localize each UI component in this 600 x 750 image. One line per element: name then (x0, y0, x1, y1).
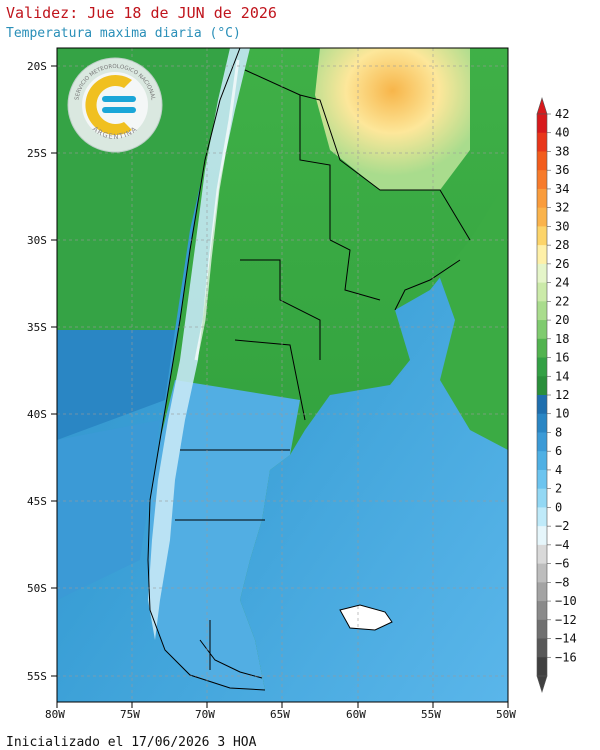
lat-label-50s: 50S (27, 582, 47, 595)
colorbar-swatch (537, 114, 547, 134)
lon-label-60w: 60W (346, 708, 366, 721)
colorbar-swatch (537, 395, 547, 415)
lat-label-25s: 25S (27, 147, 47, 160)
lat-label-20s: 20S (27, 60, 47, 73)
colorbar-swatch (537, 601, 547, 621)
malvinas-islands (339, 604, 393, 631)
colorbar-label: 28 (555, 238, 569, 252)
map-title: Validez: Jue 18 de JUN de 2026 (6, 4, 277, 22)
colorbar-label: 24 (555, 276, 569, 290)
colorbar-swatch (537, 170, 547, 190)
patagonia-cold-zone (148, 380, 300, 690)
colorbar-swatch (537, 151, 547, 171)
lat-label-35s: 35S (27, 321, 47, 334)
colorbar-swatch (537, 526, 547, 546)
colorbar-label: 38 (555, 144, 569, 158)
colorbar-swatch (537, 544, 547, 565)
colorbar-swatch (537, 320, 547, 340)
temperature-map: 20S 25S 30S 35S 40S 45S 50S 55S 80W 75W … (27, 47, 577, 721)
colorbar-label: −8 (555, 575, 569, 589)
colorbar-label: 4 (555, 463, 562, 477)
colorbar-label: 18 (555, 332, 569, 346)
colorbar-label: 40 (555, 126, 569, 140)
colorbar-label: 6 (555, 444, 562, 458)
colorbar-label: −14 (555, 632, 577, 646)
colorbar-swatch (537, 226, 547, 246)
lon-label-70w: 70W (195, 708, 215, 721)
lat-label-40s: 40S (27, 408, 47, 421)
lon-label-65w: 65W (270, 708, 290, 721)
colorbar-swatch (537, 301, 547, 321)
colorbar-swatch (537, 507, 547, 527)
colorbar-label: 12 (555, 388, 569, 402)
colorbar-swatch (537, 245, 547, 265)
lon-label-80w: 80W (45, 708, 65, 721)
colorbar-label: 36 (555, 163, 569, 177)
colorbar-swatch (537, 263, 547, 284)
colorbar-label: −2 (555, 519, 569, 533)
colorbar-swatch (537, 376, 547, 396)
colorbar-swatch (537, 413, 547, 433)
colorbar-swatch (537, 282, 547, 302)
lat-label-55s: 55S (27, 670, 47, 683)
colorbar-label: 10 (555, 407, 569, 421)
lon-label-50w: 50W (496, 708, 516, 721)
colorbar-label: 14 (555, 369, 569, 383)
map-subtitle: Temperatura maxima diaria (°C) (6, 26, 241, 41)
colorbar-top-arrow (536, 96, 548, 115)
colorbar-swatch (537, 132, 547, 152)
colorbar-swatch (537, 582, 547, 602)
colorbar-label: 22 (555, 294, 569, 308)
colorbar: 424038363432302826242220181614121086420−… (536, 96, 577, 694)
colorbar-swatch (537, 619, 547, 640)
colorbar-label: 2 (555, 482, 562, 496)
smn-logo: SERVICIO METEOROLOGICO NACIONAL ARGENTIN… (67, 57, 163, 153)
pacific-cold-zone (57, 420, 160, 600)
colorbar-label: 0 (555, 500, 562, 514)
colorbar-swatch (537, 357, 547, 377)
colorbar-label: 26 (555, 257, 569, 271)
colorbar-bottom-arrow (536, 675, 548, 694)
colorbar-swatch (537, 657, 547, 677)
colorbar-swatch (537, 469, 547, 490)
political-borders (147, 48, 471, 691)
lon-label-75w: 75W (120, 708, 140, 721)
colorbar-label: 16 (555, 351, 569, 365)
colorbar-swatch (537, 488, 547, 508)
lat-label-45s: 45S (27, 495, 47, 508)
colorbar-label: 42 (555, 107, 569, 121)
logo-wave-bottom (102, 107, 136, 113)
colorbar-label: 34 (555, 182, 569, 196)
colorbar-label: −4 (555, 538, 569, 552)
colorbar-label: 20 (555, 313, 569, 327)
colorbar-label: −16 (555, 650, 577, 664)
logo-wave-top (102, 96, 136, 102)
colorbar-swatch (537, 338, 547, 359)
longitude-axis: 80W 75W 70W 65W 60W 55W 50W (45, 702, 516, 721)
colorbar-label: −12 (555, 613, 577, 627)
colorbar-label: 30 (555, 219, 569, 233)
colorbar-label: 8 (555, 425, 562, 439)
pacific-cool-zone (57, 330, 175, 440)
graticule (57, 48, 508, 702)
latitude-axis: 20S 25S 30S 35S 40S 45S 50S 55S (27, 60, 57, 683)
hot-region (315, 48, 470, 190)
init-timestamp: Inicializado el 17/06/2026 3 HOA (6, 735, 257, 750)
colorbar-swatch (537, 207, 547, 227)
colorbar-swatch (537, 432, 547, 452)
logo-sun-arc (85, 75, 132, 135)
colorbar-label: 32 (555, 201, 569, 215)
colorbar-swatch (537, 563, 547, 583)
lat-label-30s: 30S (27, 234, 47, 247)
colorbar-label: −6 (555, 557, 569, 571)
colorbar-swatch (537, 188, 547, 209)
colorbar-swatch (537, 451, 547, 471)
lon-label-55w: 55W (421, 708, 441, 721)
colorbar-label: −10 (555, 594, 577, 608)
colorbar-swatch (537, 638, 547, 658)
